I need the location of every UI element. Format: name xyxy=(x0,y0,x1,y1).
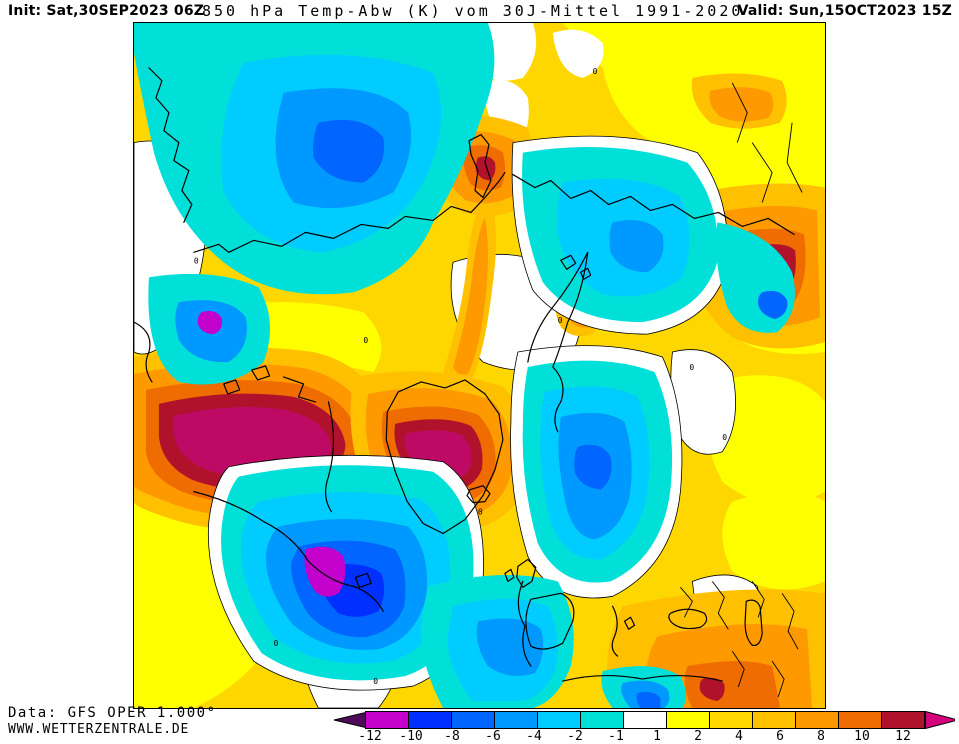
valid-time-label: Valid: Sun,15OCT2023 15Z xyxy=(737,3,952,19)
coast-black-sea xyxy=(668,608,708,630)
svg-text:0: 0 xyxy=(194,256,199,265)
coast-alaska xyxy=(134,321,153,383)
yellow-region-right-low xyxy=(722,491,825,590)
colorbar-tick-label: 4 xyxy=(735,729,743,744)
svg-text:0: 0 xyxy=(363,336,368,345)
coast-north-america xyxy=(193,491,384,612)
svg-text:0: 0 xyxy=(593,67,598,76)
colorbar-tick-label: 1 xyxy=(653,729,661,744)
data-source-label: Data: GFS OPER 1.000° xyxy=(8,705,217,721)
coast-italy xyxy=(611,605,636,657)
warm-region-north-canada xyxy=(134,347,389,531)
coast-british-isles xyxy=(504,558,537,588)
colorbar-tick-label: -4 xyxy=(526,729,542,744)
colorbar-tick-label: -12 xyxy=(358,729,382,744)
svg-text:0: 0 xyxy=(558,316,563,325)
anomaly-map-frame: 0 0 0 0 0 0 0 0 0 xyxy=(133,22,826,709)
cold-region-east-europe xyxy=(510,345,683,599)
scale-left-arrow-icon xyxy=(333,711,366,729)
scale-right-arrow-icon xyxy=(925,711,955,729)
coast-svalbard xyxy=(560,254,592,280)
website-label: WWW.WETTERZENTRALE.DE xyxy=(8,722,190,737)
colorbar-tick-label: 2 xyxy=(694,729,702,744)
borders-east-europe xyxy=(680,581,799,698)
cold-region-northeast-asia xyxy=(134,23,495,295)
coast-iberia-france xyxy=(517,580,723,682)
colorbar-tick-label: 8 xyxy=(817,729,825,744)
cold-region-left-patch xyxy=(148,273,271,385)
coast-iceland xyxy=(466,485,491,504)
colorbar-tick-label: 10 xyxy=(854,729,870,744)
coast-siberia xyxy=(193,171,506,253)
svg-text:0: 0 xyxy=(478,508,483,517)
svg-text:0: 0 xyxy=(722,433,727,442)
colorbar-segment xyxy=(881,711,926,729)
temperature-scale-bar xyxy=(333,711,955,729)
cold-region-west-europe xyxy=(420,574,686,708)
coast-chukotka xyxy=(148,67,193,224)
cold-region-west-siberia xyxy=(511,135,795,335)
coast-arctic-east xyxy=(512,173,795,235)
coastlines xyxy=(134,67,803,698)
svg-text:0: 0 xyxy=(689,363,694,372)
colorbar-tick-label: -2 xyxy=(567,729,583,744)
warm-region-greenland xyxy=(350,192,529,532)
coast-scandinavia xyxy=(527,251,589,433)
colorbar-tick-label: -10 xyxy=(399,729,423,744)
temperature-scale: -12 -10 -8 -6 -4 -2 -1 1 2 4 6 8 10 12 xyxy=(333,711,955,744)
init-time-label: Init: Sat,30SEP2023 06Z xyxy=(8,3,205,19)
colorbar-tick-label: -8 xyxy=(444,729,460,744)
colorbar-tick-label: 6 xyxy=(776,729,784,744)
colorbar-segments xyxy=(365,711,926,729)
colorbar-labels: -12 -10 -8 -6 -4 -2 -1 1 2 4 6 8 10 12 xyxy=(333,711,955,744)
colorbar-tick-label: 12 xyxy=(895,729,911,744)
coast-caspian-sea xyxy=(744,599,763,647)
borders-russia xyxy=(731,82,803,203)
zero-contour-labels: 0 0 0 0 0 0 0 0 0 xyxy=(194,67,727,686)
svg-text:0: 0 xyxy=(274,639,279,648)
product-title: 850 hPa Temp-Abw (K) vom 30J-Mittel 1991… xyxy=(202,2,744,20)
colorbar-tick-label: -6 xyxy=(485,729,501,744)
svg-text:0: 0 xyxy=(373,677,378,686)
coast-canadian-arctic xyxy=(223,365,334,513)
coast-novaya-zemlya xyxy=(468,134,492,199)
coast-greenland xyxy=(385,379,504,535)
colorbar-tick-label: -1 xyxy=(608,729,624,744)
anomaly-map: 0 0 0 0 0 0 0 0 0 xyxy=(134,23,825,708)
